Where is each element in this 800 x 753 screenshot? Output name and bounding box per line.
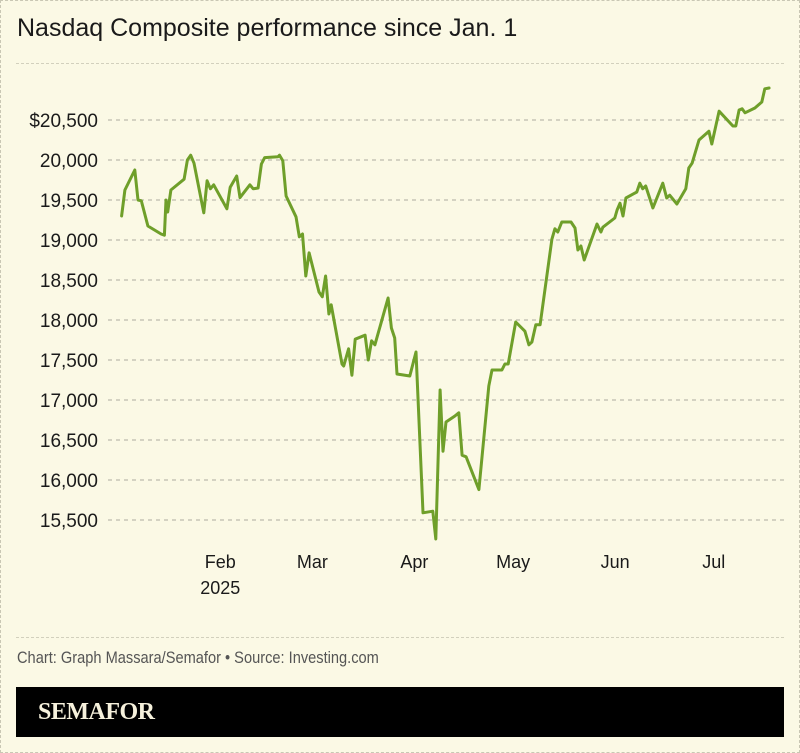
footer-divider (16, 637, 784, 638)
y-axis-labels: $20,500 20,000 19,500 19,000 18,500 18,000 17,… (29, 111, 98, 532)
chart-title: Nasdaq Composite performance since Jan. … (17, 14, 518, 42)
y-tick-label: 16,500 (40, 431, 98, 452)
x-tick-label: Jun (601, 552, 630, 572)
y-tick-label: 18,500 (40, 271, 98, 292)
line-chart: $20,500 20,000 19,500 19,000 18,500 18,000 17,… (29, 86, 784, 598)
y-tick-label: 19,000 (40, 231, 98, 252)
y-tick-label: 20,000 (40, 151, 98, 172)
semafor-logo: SEMAFOR (38, 699, 155, 725)
x-tick-label: May (496, 552, 530, 572)
source-credit: Chart: Graph Massara/Semafor • Source: I… (17, 648, 379, 667)
y-tick-label: 16,000 (40, 471, 98, 492)
x-tick-label: Feb (205, 552, 236, 572)
y-tick-label: 17,500 (40, 351, 98, 372)
top-divider (16, 63, 784, 64)
gridlines (108, 119, 784, 521)
brand-bar: SEMAFOR (16, 687, 784, 737)
y-tick-label: 17,000 (40, 391, 98, 412)
x-tick-year-label: 2025 (200, 578, 240, 598)
y-tick-label: 15,500 (40, 511, 98, 532)
x-tick-label: Jul (702, 552, 725, 572)
x-axis-labels: Feb 2025 Mar Apr May Jun Jul (200, 552, 725, 598)
y-tick-label: 18,000 (40, 311, 98, 332)
x-tick-label: Apr (400, 552, 428, 572)
y-tick-label: 19,500 (40, 191, 98, 212)
x-tick-label: Mar (297, 552, 328, 572)
y-tick-label: $20,500 (29, 111, 98, 132)
series-line-nasdaq (120, 86, 771, 541)
